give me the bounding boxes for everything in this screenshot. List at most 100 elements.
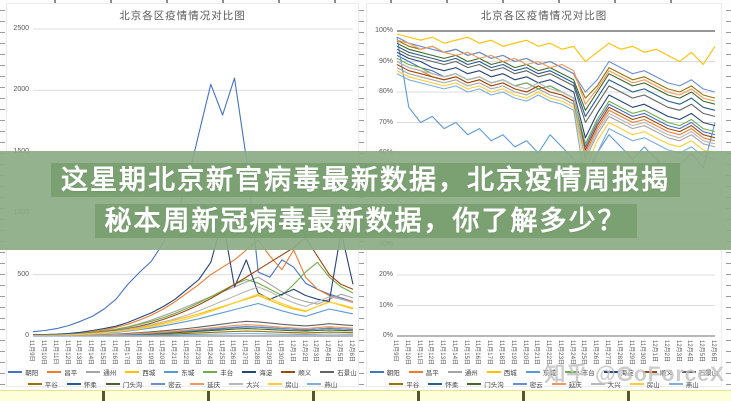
legend-item: 通州 — [447, 367, 478, 377]
legend-item: 密云 — [512, 379, 543, 389]
legend-marker — [603, 371, 618, 373]
x-axis-label: 11月15日 — [99, 340, 106, 365]
legend-item: 房山 — [268, 379, 298, 389]
x-axis-label: 11月14日 — [450, 340, 457, 365]
x-axis-label: 11月17日 — [486, 340, 493, 365]
bottom-tick-ruler — [0, 390, 731, 401]
series-line-13 — [396, 39, 716, 105]
x-axis-label: 11月21日 — [533, 340, 540, 365]
legend-marker — [105, 383, 120, 385]
legend-marker — [590, 383, 605, 385]
legend-label: 顺义 — [298, 370, 312, 377]
series-line-2 — [396, 67, 716, 160]
y-axis-label: 0 — [25, 332, 29, 339]
x-axis-label: 12月4日 — [324, 340, 331, 363]
legend-label: 丰台 — [220, 370, 234, 377]
legend-item: 延庆 — [551, 379, 582, 389]
legend-item: 东城 — [525, 367, 556, 377]
headline-line-2: 秘本周新冠病毒最新数据，你了解多少？ — [94, 204, 637, 238]
legend-item: 朝阳 — [8, 367, 38, 377]
legend-marker — [151, 383, 166, 385]
x-axis-label: 11月11日 — [51, 340, 58, 365]
series-line-1 — [32, 239, 354, 336]
y-axis-label: 100% — [375, 27, 393, 34]
legend-label: 丰台 — [581, 370, 595, 377]
legend-item: 丰台 — [564, 367, 595, 377]
right-chart-legend: 朝阳 昌平 通州 西城 东城 丰台 海淀 顺义 石景山 平谷 怀柔 门头沟 密云 延庆 大兴 房山 燕山 — [367, 367, 721, 389]
legend-marker — [66, 383, 81, 385]
x-axis-label: 11月10日 — [403, 340, 410, 365]
legend-label: 海淀 — [259, 370, 273, 377]
y-axis-label: 70% — [378, 118, 393, 126]
legend-marker — [467, 383, 482, 385]
legend-label: 通州 — [103, 370, 117, 377]
x-axis-label: 11月28日 — [253, 340, 260, 365]
legend-item: 怀柔 — [428, 379, 458, 389]
legend-marker — [428, 383, 443, 385]
legend-marker — [190, 383, 205, 385]
legend-marker — [203, 371, 218, 373]
y-axis-label: 90% — [378, 57, 393, 65]
left-chart-legend: 朝阳 昌平 通州 西城 东城 丰台 海淀 顺义 石景山 平谷 怀柔 门头沟 密云 延庆 大兴 房山 燕山 — [7, 367, 358, 389]
legend-label: 门头沟 — [122, 382, 143, 389]
legend-label: 燕山 — [685, 382, 699, 389]
legend-marker — [369, 371, 384, 373]
legend-item: 密云 — [151, 379, 181, 389]
y-axis-label: 2000 — [13, 86, 29, 94]
series-line-15 — [396, 70, 716, 169]
legend-marker — [229, 383, 244, 385]
legend-marker — [8, 371, 23, 373]
legend-row: 平谷 怀柔 门头沟 密云 延庆 大兴 房山 燕山 — [389, 379, 699, 389]
legend-label: 燕山 — [324, 382, 338, 389]
legend-item: 燕山 — [307, 379, 337, 389]
legend-marker — [47, 371, 62, 373]
legend-label: 大兴 — [246, 382, 260, 389]
series-line-14 — [396, 61, 716, 157]
legend-item: 昌平 — [47, 367, 77, 377]
x-axis-label: 11月25日 — [217, 340, 224, 365]
legend-marker — [642, 371, 657, 373]
top-tick-ruler — [0, 0, 731, 4]
legend-item: 海淀 — [603, 367, 634, 377]
series-line-16 — [396, 73, 716, 185]
x-axis-label: 11月23日 — [193, 340, 200, 365]
x-axis-label: 11月13日 — [75, 340, 82, 365]
x-axis-label: 11月9日 — [28, 340, 34, 362]
x-axis-label: 11月22日 — [182, 340, 189, 365]
legend-item: 朝阳 — [369, 367, 400, 377]
legend-row: 平谷 怀柔 门头沟 密云 延庆 大兴 房山 燕山 — [27, 379, 337, 389]
legend-item: 门头沟 — [467, 379, 504, 389]
legend-item: 顺义 — [281, 367, 311, 377]
x-axis-label: 11月18日 — [498, 340, 504, 365]
x-axis-label: 11月27日 — [241, 340, 248, 365]
series-line-6 — [32, 218, 354, 336]
legend-item: 东城 — [164, 367, 194, 377]
x-axis-label: 12月1日 — [288, 340, 295, 363]
legend-marker — [551, 383, 566, 385]
legend-label: 石景山 — [698, 370, 719, 377]
x-axis-label: 12月5日 — [336, 340, 343, 363]
legend-item: 昌平 — [408, 367, 439, 377]
series-line-11 — [396, 42, 716, 111]
series-line-15 — [32, 293, 354, 337]
x-axis-label: 11月18日 — [134, 340, 141, 365]
legend-marker — [86, 371, 101, 373]
right-chart-title: 北京各区疫情情况对比图 — [480, 10, 608, 22]
legend-label: 西城 — [142, 370, 156, 377]
series-line-13 — [32, 324, 354, 337]
y-axis-label: 500 — [17, 270, 29, 278]
x-axis-label: 11月15日 — [462, 340, 469, 365]
legend-item: 海淀 — [242, 367, 272, 377]
x-axis-label: 11月20日 — [521, 340, 528, 365]
legend-item: 西城 — [125, 367, 155, 377]
x-axis-label: 11月19日 — [509, 340, 516, 365]
headline-line-1: 这星期北京新官病毒最新数据，北京疫情周报揭 — [51, 163, 680, 197]
x-axis-label: 11月11日 — [415, 340, 422, 365]
watermark-zhihu: 知乎 @GoForceX — [544, 363, 725, 386]
legend-item: 大兴 — [229, 379, 259, 389]
legend-marker — [525, 371, 540, 373]
legend-label: 通州 — [464, 370, 478, 377]
legend-marker — [447, 371, 462, 373]
x-axis-label: 11月30日 — [276, 340, 283, 365]
legend-item: 丰台 — [203, 367, 233, 377]
